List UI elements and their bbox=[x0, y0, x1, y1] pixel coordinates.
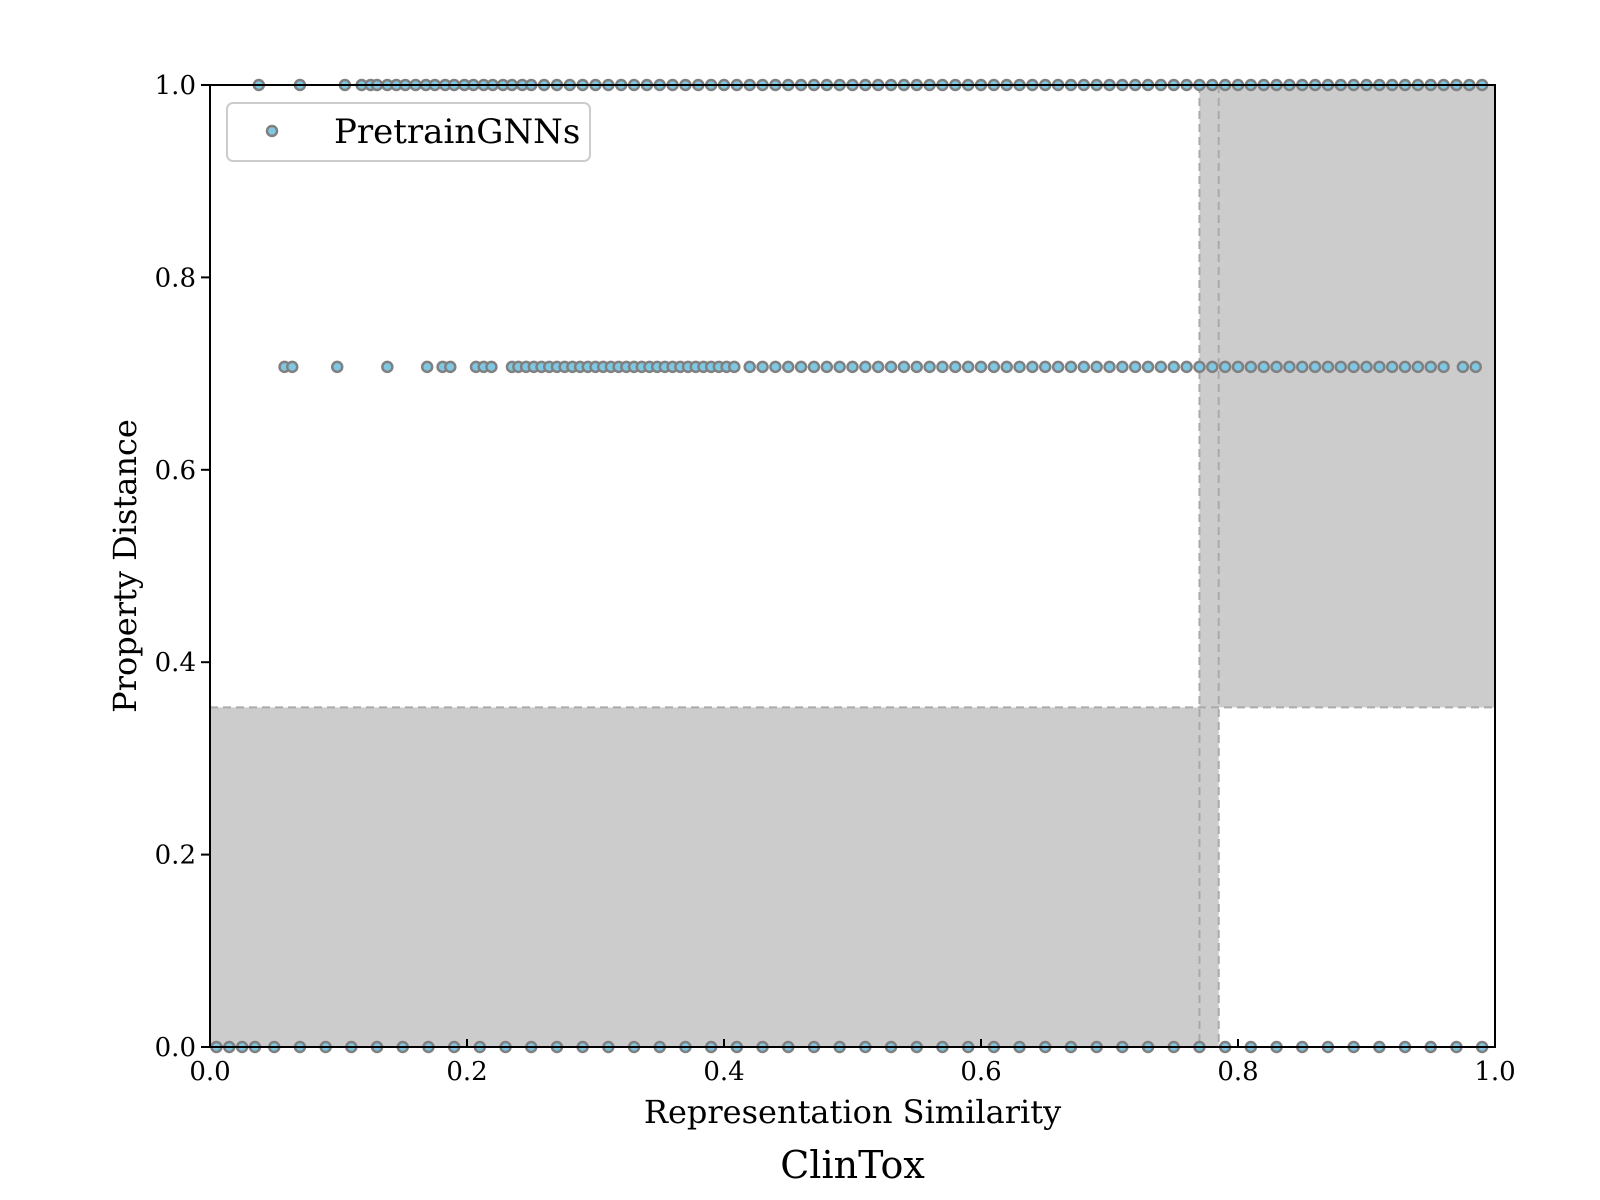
x-tick-label: 1.0 bbox=[1474, 1057, 1515, 1087]
data-point bbox=[923, 360, 936, 374]
data-point bbox=[1283, 360, 1296, 374]
data-point bbox=[1154, 360, 1168, 374]
data-point bbox=[1424, 360, 1437, 374]
data-point bbox=[1231, 360, 1245, 374]
data-point bbox=[381, 360, 394, 374]
data-point bbox=[420, 360, 434, 374]
data-point bbox=[1039, 360, 1052, 374]
data-point bbox=[1180, 360, 1193, 374]
data-point bbox=[974, 360, 988, 374]
data-point bbox=[859, 360, 872, 374]
data-point bbox=[1128, 360, 1142, 374]
data-point bbox=[782, 360, 795, 374]
data-point bbox=[1000, 360, 1013, 374]
data-point bbox=[1373, 360, 1386, 374]
data-point bbox=[987, 360, 1001, 374]
data-point bbox=[756, 360, 769, 374]
data-point bbox=[1051, 360, 1065, 374]
data-point bbox=[1437, 360, 1450, 374]
data-point bbox=[285, 360, 299, 374]
data-point bbox=[1141, 360, 1155, 374]
data-point bbox=[846, 360, 859, 374]
chart-caption: ClinTox bbox=[780, 1143, 925, 1187]
plot-frame bbox=[209, 84, 1496, 1048]
data-point bbox=[1469, 360, 1482, 374]
data-point bbox=[1296, 360, 1309, 374]
y-tick-label: 0.6 bbox=[155, 456, 196, 486]
data-point bbox=[936, 360, 949, 374]
data-point bbox=[1013, 360, 1026, 374]
data-point bbox=[728, 360, 741, 374]
legend-box bbox=[226, 102, 591, 162]
x-tick-label: 0.6 bbox=[960, 1057, 1001, 1087]
data-point bbox=[1193, 360, 1206, 374]
data-point bbox=[1360, 360, 1373, 374]
data-point bbox=[1385, 360, 1399, 374]
data-point bbox=[807, 360, 821, 374]
x-tick-label: 0.0 bbox=[189, 1057, 230, 1087]
data-point bbox=[820, 360, 834, 374]
legend: PretrainGNNs bbox=[226, 102, 591, 162]
y-tick-label: 1.0 bbox=[155, 71, 196, 101]
data-point bbox=[949, 360, 962, 374]
legend-label: PretrainGNNs bbox=[334, 112, 580, 152]
data-point bbox=[1456, 360, 1470, 374]
data-point bbox=[884, 360, 898, 374]
axis-ticks: 0.0 0.2 0.4 0.6 0.8 1.0 0.0 0.2 0.4 0.6 0.8 1.0 bbox=[155, 71, 1516, 1087]
data-point bbox=[1308, 360, 1322, 374]
data-point bbox=[897, 360, 911, 374]
data-point bbox=[1257, 360, 1270, 374]
data-point bbox=[444, 360, 457, 374]
data-point bbox=[1103, 360, 1116, 374]
data-point bbox=[1218, 360, 1232, 374]
threshold-lines bbox=[210, 85, 1495, 1047]
data-point bbox=[1398, 360, 1412, 374]
y-tick-label: 0.4 bbox=[155, 648, 196, 678]
data-point bbox=[485, 360, 498, 374]
data-point bbox=[794, 360, 808, 374]
data-point bbox=[1334, 360, 1348, 374]
data-point bbox=[1090, 360, 1103, 374]
data-point bbox=[1077, 360, 1091, 374]
data-point bbox=[1321, 360, 1335, 374]
data-point bbox=[910, 360, 923, 374]
data-point bbox=[1026, 360, 1039, 374]
data-point bbox=[961, 360, 975, 374]
data-point bbox=[769, 360, 782, 374]
data-point bbox=[1064, 360, 1078, 374]
y-tick-label: 0.2 bbox=[155, 841, 196, 871]
data-point bbox=[1411, 360, 1425, 374]
shaded-region-0 bbox=[210, 707, 1219, 1047]
x-tick-label: 0.4 bbox=[703, 1057, 744, 1087]
data-point bbox=[1270, 360, 1283, 374]
legend-marker bbox=[265, 124, 279, 138]
data-point bbox=[1244, 360, 1258, 374]
data-point bbox=[833, 360, 846, 374]
y-tick-label: 0.0 bbox=[155, 1033, 196, 1063]
x-tick-label: 0.2 bbox=[446, 1057, 487, 1087]
x-tick-label: 0.8 bbox=[1217, 1057, 1258, 1087]
data-point bbox=[1347, 360, 1360, 374]
data-point bbox=[743, 360, 756, 374]
data-point bbox=[330, 360, 344, 374]
data-point bbox=[1116, 360, 1129, 374]
shaded-regions bbox=[210, 85, 1495, 1047]
x-axis-label: Representation Similarity bbox=[644, 1093, 1061, 1131]
data-point bbox=[871, 360, 885, 374]
shaded-region-1 bbox=[1199, 85, 1495, 708]
data-point bbox=[1206, 360, 1219, 374]
y-tick-label: 0.8 bbox=[155, 263, 196, 293]
y-axis-label: Property Distance bbox=[106, 419, 144, 713]
data-point bbox=[1167, 360, 1180, 374]
